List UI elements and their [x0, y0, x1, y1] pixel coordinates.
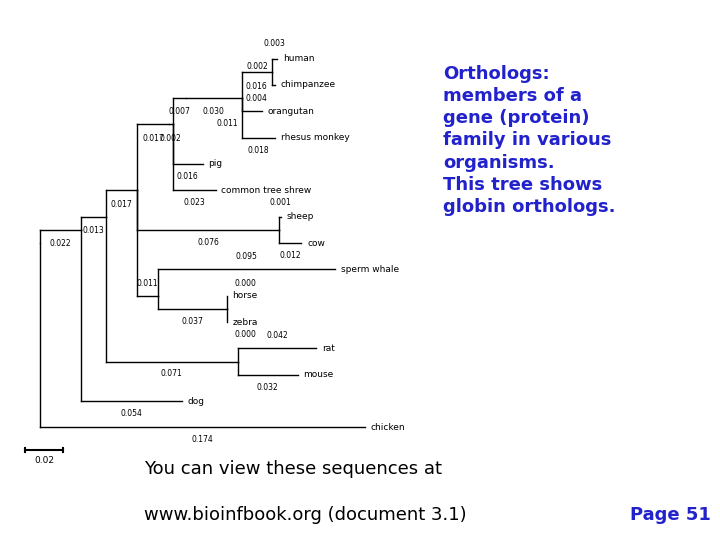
Text: 0.174: 0.174 [192, 435, 213, 444]
Text: 0.002: 0.002 [160, 134, 181, 143]
Text: rat: rat [322, 344, 335, 353]
Text: chicken: chicken [371, 423, 405, 432]
Text: 0.022: 0.022 [50, 239, 71, 248]
Text: 0.016: 0.016 [176, 172, 199, 181]
Text: orangutan: orangutan [268, 107, 315, 116]
Text: 0.054: 0.054 [121, 409, 143, 418]
Text: 0.030: 0.030 [203, 107, 225, 116]
Text: zebra: zebra [233, 318, 258, 327]
Text: 0.003: 0.003 [264, 39, 285, 48]
Text: 0.011: 0.011 [137, 279, 158, 288]
Text: 0.000: 0.000 [234, 330, 256, 339]
Text: 0.02: 0.02 [34, 456, 54, 465]
Text: dog: dog [188, 396, 204, 406]
Text: rhesus monkey: rhesus monkey [281, 133, 350, 142]
Text: 0.095: 0.095 [235, 252, 257, 261]
Text: www.bioinfbook.org (document 3.1): www.bioinfbook.org (document 3.1) [144, 506, 467, 524]
Text: sheep: sheep [287, 212, 314, 221]
Text: mouse: mouse [303, 370, 333, 379]
Text: human: human [283, 54, 314, 63]
Text: 0.017: 0.017 [111, 200, 132, 208]
Text: 0.012: 0.012 [279, 251, 301, 260]
Text: 0.016: 0.016 [246, 82, 268, 91]
Text: 0.042: 0.042 [266, 332, 288, 340]
Text: You can view these sequences at: You can view these sequences at [144, 460, 442, 478]
Text: 0.002: 0.002 [246, 62, 268, 71]
Text: horse: horse [233, 291, 258, 300]
Text: 0.017: 0.017 [143, 134, 164, 143]
Text: 0.071: 0.071 [161, 369, 183, 379]
Text: common tree shrew: common tree shrew [221, 186, 312, 195]
Text: 0.011: 0.011 [217, 119, 238, 128]
Text: 0.007: 0.007 [168, 107, 190, 116]
Text: 0.032: 0.032 [257, 383, 279, 391]
Text: 0.018: 0.018 [248, 146, 269, 154]
Text: pig: pig [208, 159, 222, 168]
Text: sperm whale: sperm whale [341, 265, 399, 274]
Text: cow: cow [307, 239, 325, 247]
Text: 0.037: 0.037 [181, 317, 203, 326]
Text: chimpanzee: chimpanzee [281, 80, 336, 90]
Text: 0.023: 0.023 [184, 198, 205, 207]
Text: 0.004: 0.004 [246, 94, 267, 103]
Text: 0.013: 0.013 [83, 226, 104, 235]
Text: 0.076: 0.076 [197, 238, 219, 247]
Text: Page 51: Page 51 [630, 506, 711, 524]
Text: 0.001: 0.001 [269, 198, 291, 207]
Text: 0.000: 0.000 [234, 279, 256, 288]
Text: Orthologs:
members of a
gene (protein)
family in various
organisms.
This tree sh: Orthologs: members of a gene (protein) f… [443, 65, 616, 216]
